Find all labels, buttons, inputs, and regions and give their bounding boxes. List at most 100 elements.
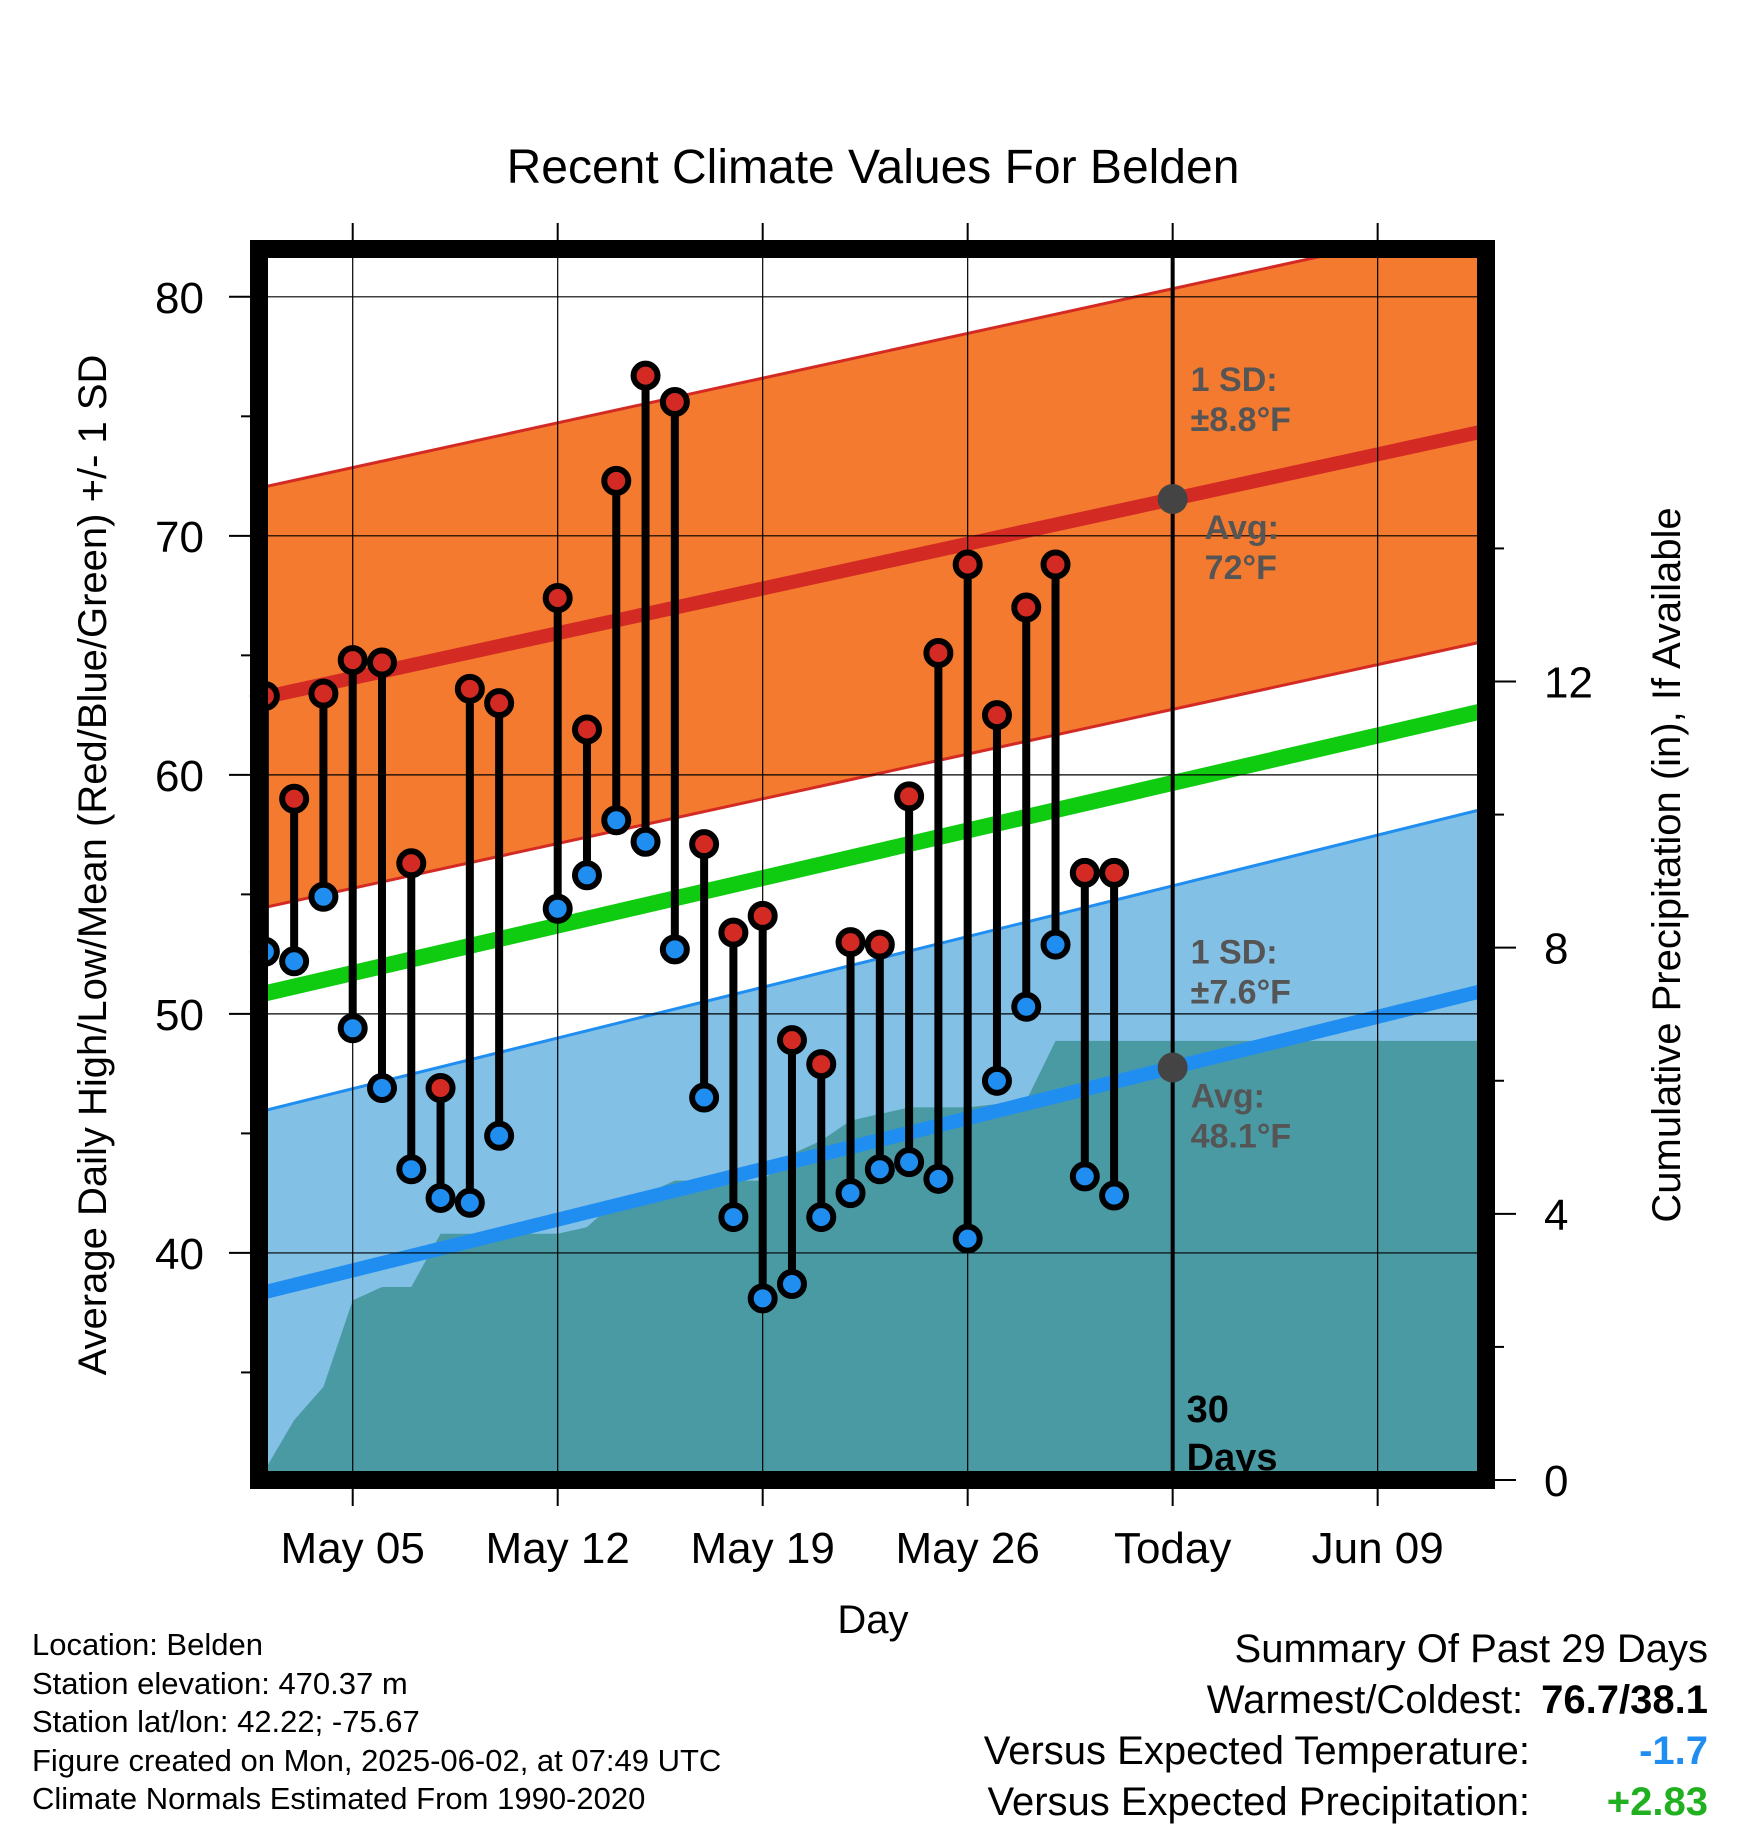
daily-high-point [689,829,720,860]
daily-high-point [659,386,690,417]
daily-low-point [659,934,690,965]
high-avg-label: Avg: [1205,509,1279,547]
daily-low-point [396,1154,427,1185]
temp-anomaly-value: -1.7 [1639,1729,1708,1773]
x-tick-label: May 12 [486,1524,630,1573]
daily-high-point [952,549,983,580]
daily-low-point [747,1283,778,1314]
daily-high-point [747,900,778,931]
low-avg-value: 48.1°F [1191,1118,1292,1156]
normal-mean-line [259,702,1486,1003]
daily-low-point [776,1268,807,1299]
high-sd-label: 1 SD: [1191,361,1278,399]
warm-cold-label: Warmest/Coldest: [1206,1678,1524,1722]
y2-tick-label: 4 [1544,1191,1568,1240]
daily-high-point [396,848,427,879]
y2-tick-label: 8 [1544,925,1568,974]
days-count-label: 30 [1187,1389,1229,1431]
summary-precip-row: Versus Expected Precipitation: +2.83 [984,1777,1708,1828]
x-tick-label: Jun 09 [1312,1524,1444,1573]
location-text: Location: Belden [32,1627,263,1662]
daily-high-point [864,929,895,960]
station-info: Location: Belden Station elevation: 470.… [32,1626,721,1819]
daily-low-point [894,1147,925,1178]
x-axis-label: Day [837,1598,908,1642]
daily-low-point [366,1072,397,1103]
daily-high-point [981,700,1012,731]
daily-high-point [279,783,310,814]
daily-high-point [601,465,632,496]
daily-low-point [630,826,661,857]
daily-high-point [1040,549,1071,580]
daily-high-point [835,927,866,958]
y2-tick-label: 12 [1544,659,1593,708]
y-axis-label: Average Daily High/Low/Mean (Red/Blue/Gr… [71,355,115,1376]
summary-heading: Summary Of Past 29 Days [1234,1627,1708,1671]
created-text: Figure created on Mon, 2025-06-02, at 07… [32,1742,722,1778]
precip-area [259,1040,1486,1480]
daily-high-point [894,781,925,812]
daily-low-point [425,1182,456,1213]
precip-anomaly-value: +2.83 [1606,1780,1708,1824]
daily-low-point [279,946,310,977]
normals-text: Climate Normals Estimated From 1990-2020 [32,1781,646,1816]
daily-low-point [718,1202,749,1233]
low-sd-label: 1 SD: [1191,934,1278,972]
x-tick-label: May 26 [896,1524,1040,1573]
latlon-text: Station lat/lon: 42.22; -75.67 [32,1704,420,1739]
x-tick-label: May 05 [281,1524,425,1573]
y-tick-label: 50 [155,991,204,1040]
daily-high-point [571,714,602,745]
low-avg-label: Avg: [1191,1078,1265,1116]
daily-low-point [689,1082,720,1113]
daily-low-point [1011,991,1042,1022]
daily-high-point [337,645,368,676]
daily-high-point [806,1049,837,1080]
precip-anomaly-label: Versus Expected Precipitation: [987,1780,1530,1824]
daily-low-point [1040,929,1071,960]
daily-high-point [923,637,954,668]
summary-warm-cold-row: Warmest/Coldest: 76.7/38.1 [984,1675,1708,1726]
y-tick-label: 70 [155,513,204,562]
daily-high-point [366,647,397,678]
daily-high-point [542,582,573,613]
low-sd-value: ±7.6°F [1191,974,1291,1012]
y-tick-label: 60 [155,752,204,801]
daily-low-point [601,805,632,836]
plot-frame [250,240,1495,1489]
high-sd-value: ±8.8°F [1191,401,1291,439]
high-avg-value: 72°F [1205,549,1277,587]
daily-high-point [776,1025,807,1056]
daily-high-point [1011,592,1042,623]
daily-high-point [1069,857,1100,888]
daily-low-point [1069,1161,1100,1192]
daily-low-point [952,1223,983,1254]
daily-high-point [454,673,485,704]
daily-low-point [923,1163,954,1194]
low-avg-marker [1157,1052,1188,1083]
summary-panel: Summary Of Past 29 Days Warmest/Coldest:… [984,1624,1708,1828]
x-tick-label: Today [1114,1524,1231,1573]
daily-high-point [718,917,749,948]
normal-low-line [259,983,1486,1301]
daily-high-point [308,678,339,709]
daily-low-point [542,893,573,924]
daily-low-point [864,1154,895,1185]
daily-low-point [1099,1180,1130,1211]
warm-cold-value: 76.7/38.1 [1541,1678,1708,1722]
daily-low-point [806,1202,837,1233]
summary-temp-row: Versus Expected Temperature: -1.7 [984,1726,1708,1777]
high-avg-marker [1157,484,1188,515]
daily-low-point [571,860,602,891]
daily-low-point [835,1178,866,1209]
daily-high-point [1099,857,1130,888]
y2-axis-label: Cumulative Precipitation (in), If Availa… [1645,507,1689,1222]
daily-high-point [425,1072,456,1103]
high-sd-band [259,249,1486,909]
daily-high-point [630,360,661,391]
daily-low-point [337,1013,368,1044]
chart-title: Recent Climate Values For Belden [507,141,1240,194]
daily-high-point [484,688,515,719]
high-sd-edge [259,249,1362,490]
